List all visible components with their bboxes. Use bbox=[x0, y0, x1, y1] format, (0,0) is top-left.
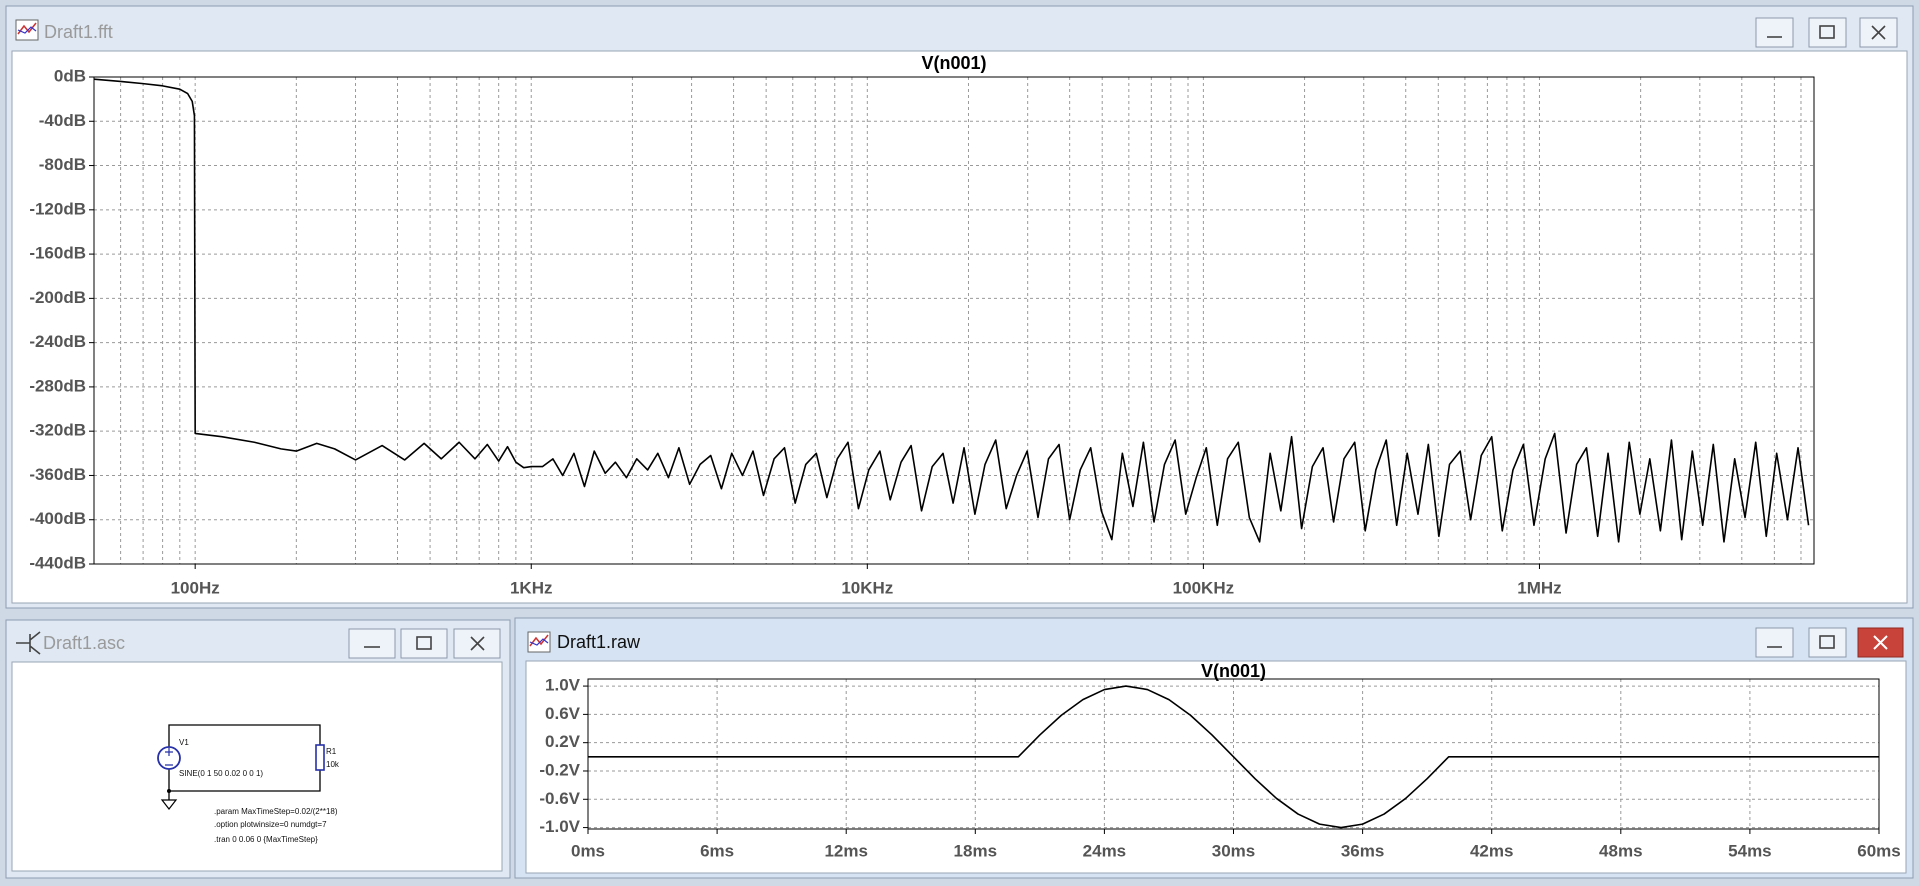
maximize-button[interactable] bbox=[1808, 627, 1847, 658]
spice-directive: .option plotwinsize=0 numdgt=7 bbox=[214, 820, 327, 829]
junction bbox=[167, 789, 171, 793]
spice-directive: .tran 0 0.06 0 {MaxTimeStep} bbox=[214, 835, 318, 844]
y-tick-label: -440dB bbox=[29, 553, 86, 572]
chart-title: V(n001) bbox=[1201, 661, 1266, 681]
y-tick-label: -160dB bbox=[29, 244, 86, 263]
x-tick-label: 48ms bbox=[1599, 841, 1642, 860]
window-title: Draft1.fft bbox=[44, 22, 113, 42]
x-tick-label: 6ms bbox=[700, 841, 734, 860]
plot-border bbox=[587, 678, 1880, 830]
x-tick-label: 60ms bbox=[1857, 841, 1900, 860]
chart-title: V(n001) bbox=[921, 53, 986, 73]
data-line bbox=[588, 685, 1879, 829]
y-tick-label: -0.2V bbox=[539, 760, 580, 779]
spice-directive: .param MaxTimeStep=0.02/(2**18) bbox=[214, 807, 338, 816]
y-tick-label: -240dB bbox=[29, 332, 86, 351]
x-tick-label: 54ms bbox=[1728, 841, 1771, 860]
x-tick-label: 100KHz bbox=[1173, 578, 1234, 597]
circuit bbox=[157, 724, 325, 810]
component-label: R1 bbox=[326, 747, 337, 756]
y-tick-label: -360dB bbox=[29, 465, 86, 484]
minimize-button[interactable] bbox=[348, 628, 396, 659]
y-tick-label: -80dB bbox=[39, 155, 86, 174]
y-tick-label: -40dB bbox=[39, 111, 86, 130]
x-tick-label: 30ms bbox=[1212, 841, 1255, 860]
schematic-pane bbox=[11, 661, 503, 872]
minimize-button[interactable] bbox=[1755, 627, 1794, 658]
y-tick-label: -200dB bbox=[29, 288, 86, 307]
schematic-window: Draft1.asc V1 SINE(0 1 50 0.02 0 0 1) R1… bbox=[5, 619, 511, 879]
component-value: 10k bbox=[326, 760, 340, 769]
x-tick-label: 10KHz bbox=[841, 578, 893, 597]
close-glyph bbox=[1871, 25, 1886, 40]
x-tick-label: 12ms bbox=[824, 841, 867, 860]
x-tick-label: 18ms bbox=[954, 841, 997, 860]
app-icon bbox=[15, 19, 39, 41]
x-tick-label: 1MHz bbox=[1517, 578, 1561, 597]
y-tick-label: -120dB bbox=[29, 199, 86, 218]
maximize-button[interactable] bbox=[400, 628, 448, 659]
x-tick-label: 42ms bbox=[1470, 841, 1513, 860]
component-label: V1 bbox=[179, 738, 189, 747]
plot-area bbox=[94, 77, 1814, 564]
voltage-source bbox=[157, 746, 181, 770]
window-title: Draft1.asc bbox=[43, 633, 125, 653]
ground bbox=[160, 799, 178, 810]
y-tick-label: -0.6V bbox=[539, 789, 580, 808]
maximize-glyph bbox=[1819, 635, 1835, 649]
plot-border bbox=[93, 76, 1815, 565]
y-tick-label: -280dB bbox=[29, 376, 86, 395]
y-tick-label: -320dB bbox=[29, 421, 86, 440]
data-line bbox=[93, 78, 1810, 543]
y-tick-label: 0.2V bbox=[545, 732, 581, 751]
chart: V(n001) 0ms 6ms 12ms 18ms 24ms 30ms 36ms 42ms 48m… bbox=[539, 661, 1900, 861]
y-tick-label: -400dB bbox=[29, 509, 86, 528]
app-icon bbox=[527, 631, 551, 653]
y-tick-label: 0dB bbox=[54, 66, 86, 85]
x-tick-label: 24ms bbox=[1083, 841, 1126, 860]
y-tick-label: 1.0V bbox=[545, 676, 581, 695]
x-tick-label: 0ms bbox=[571, 841, 605, 860]
minimize-button[interactable] bbox=[1755, 17, 1794, 48]
source-polarity bbox=[165, 748, 173, 766]
chart: V(n001) 100Hz 1KHz 10KHz 100KHz 1MHz 0dB -40dB -… bbox=[29, 53, 1815, 597]
y-tick-label: 0.6V bbox=[545, 704, 581, 723]
close-glyph bbox=[1873, 635, 1888, 650]
y-tick-label: -1.0V bbox=[539, 817, 580, 836]
window-title: Draft1.raw bbox=[557, 632, 641, 652]
maximize-glyph bbox=[416, 636, 432, 650]
x-tick-label: 1KHz bbox=[510, 578, 553, 597]
maximize-button[interactable] bbox=[1808, 17, 1847, 48]
maximize-glyph bbox=[1819, 25, 1835, 39]
app-icon bbox=[16, 631, 41, 655]
component-value: SINE(0 1 50 0.02 0 0 1) bbox=[179, 769, 263, 778]
close-glyph bbox=[470, 636, 485, 651]
resistor bbox=[315, 744, 325, 771]
x-tick-label: 100Hz bbox=[171, 578, 220, 597]
x-tick-label: 36ms bbox=[1341, 841, 1384, 860]
